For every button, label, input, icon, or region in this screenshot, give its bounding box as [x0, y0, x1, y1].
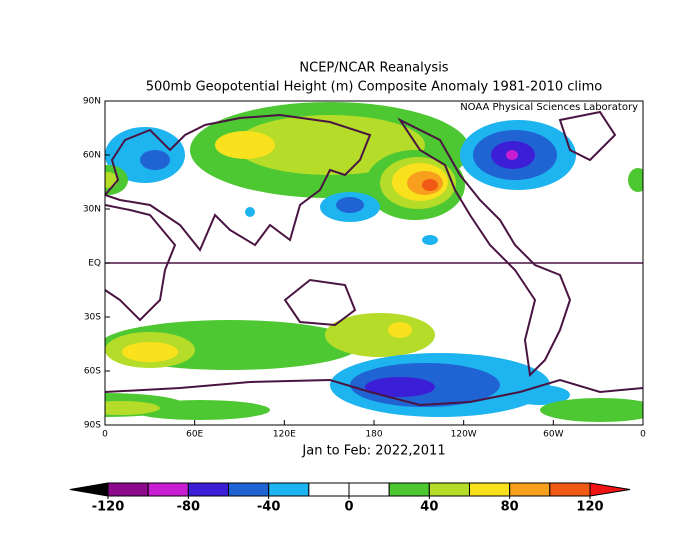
- subtitle: 500mb Geopotential Height (m) Composite …: [146, 80, 603, 95]
- x-tick-label: 60E: [186, 430, 203, 440]
- colorbar-label: 120: [576, 500, 603, 515]
- y-tick-label: 30N: [83, 205, 101, 215]
- colorbar-low: [69, 482, 109, 497]
- anomaly-contour: [245, 207, 255, 217]
- anomaly-contour: [215, 131, 275, 159]
- colorbar-bin: [228, 482, 270, 497]
- anomaly-contour: [130, 400, 270, 420]
- colorbar-bin: [348, 482, 390, 497]
- x-tick-label: 120E: [273, 430, 296, 440]
- coast-australia: [283, 278, 357, 327]
- axis-labels: 0 60E 120E 180 120W 60W 0 90N 60N 30N EQ 30S 60S 90S: [83, 97, 646, 440]
- colorbar-label: -80: [177, 500, 201, 515]
- colorbar-bin: [549, 482, 591, 497]
- colorbar-bin: [388, 482, 430, 497]
- colorbar: -120 -80 -40 0 40 80 120: [69, 482, 631, 515]
- anomaly-contour: [235, 115, 425, 175]
- colorbar-label: 0: [344, 500, 353, 515]
- coast-america: [397, 117, 572, 378]
- y-tick-label: 60S: [84, 367, 101, 377]
- anomaly-contour: [388, 322, 412, 338]
- colorbar-label: 40: [420, 500, 438, 515]
- x-tick-label: 60W: [543, 430, 563, 440]
- coast-greenland: [558, 110, 617, 162]
- x-tick-label: 0: [640, 430, 646, 440]
- anomaly-contour: [506, 150, 518, 160]
- colorbar-bin: [187, 482, 229, 497]
- colorbar-label: -120: [92, 500, 125, 515]
- anomaly-contour: [122, 342, 178, 362]
- colorbar-bin: [147, 482, 189, 497]
- title: NCEP/NCAR Reanalysis: [299, 61, 448, 76]
- colorbar-bin: [428, 482, 471, 497]
- coast-antarctica: [105, 378, 643, 407]
- x-tick-label: 0: [102, 430, 108, 440]
- anomaly-contour: [140, 150, 170, 170]
- credit: NOAA Physical Sciences Laboratory: [460, 102, 638, 113]
- anomaly-contour: [540, 398, 643, 422]
- y-tick-label: 30S: [84, 313, 101, 323]
- anomaly-contour: [422, 179, 438, 191]
- colorbar-label: 80: [501, 500, 519, 515]
- colorbar-high: [589, 482, 631, 497]
- colorbar-bin: [509, 482, 551, 497]
- coast-africa: [105, 204, 177, 322]
- colorbar-bin: [268, 482, 310, 497]
- colorbar-label: -40: [257, 500, 281, 515]
- y-tick-label: 90N: [83, 97, 101, 107]
- y-tick-label: 90S: [84, 421, 101, 431]
- anomaly-contour: [628, 168, 643, 192]
- colorbar-bin: [107, 482, 149, 497]
- colorbar-bin: [469, 482, 511, 497]
- colorbar-bin: [308, 482, 350, 497]
- coastlines: [105, 110, 643, 407]
- x-tick-label: 120W: [451, 430, 477, 440]
- coast-eurasia: [105, 113, 372, 252]
- x-tick-label: 180: [365, 430, 382, 440]
- anomaly-field: [105, 102, 643, 422]
- anomaly-contour: [105, 172, 118, 188]
- y-tick-label: EQ: [88, 259, 101, 269]
- anomaly-contour: [422, 235, 438, 245]
- anomaly-contour: [336, 197, 364, 213]
- y-tick-label: 60N: [83, 151, 101, 161]
- caption: Jan to Feb: 2022,2011: [301, 444, 445, 459]
- anomaly-contour: [365, 377, 435, 397]
- anomaly-contour: [105, 401, 160, 415]
